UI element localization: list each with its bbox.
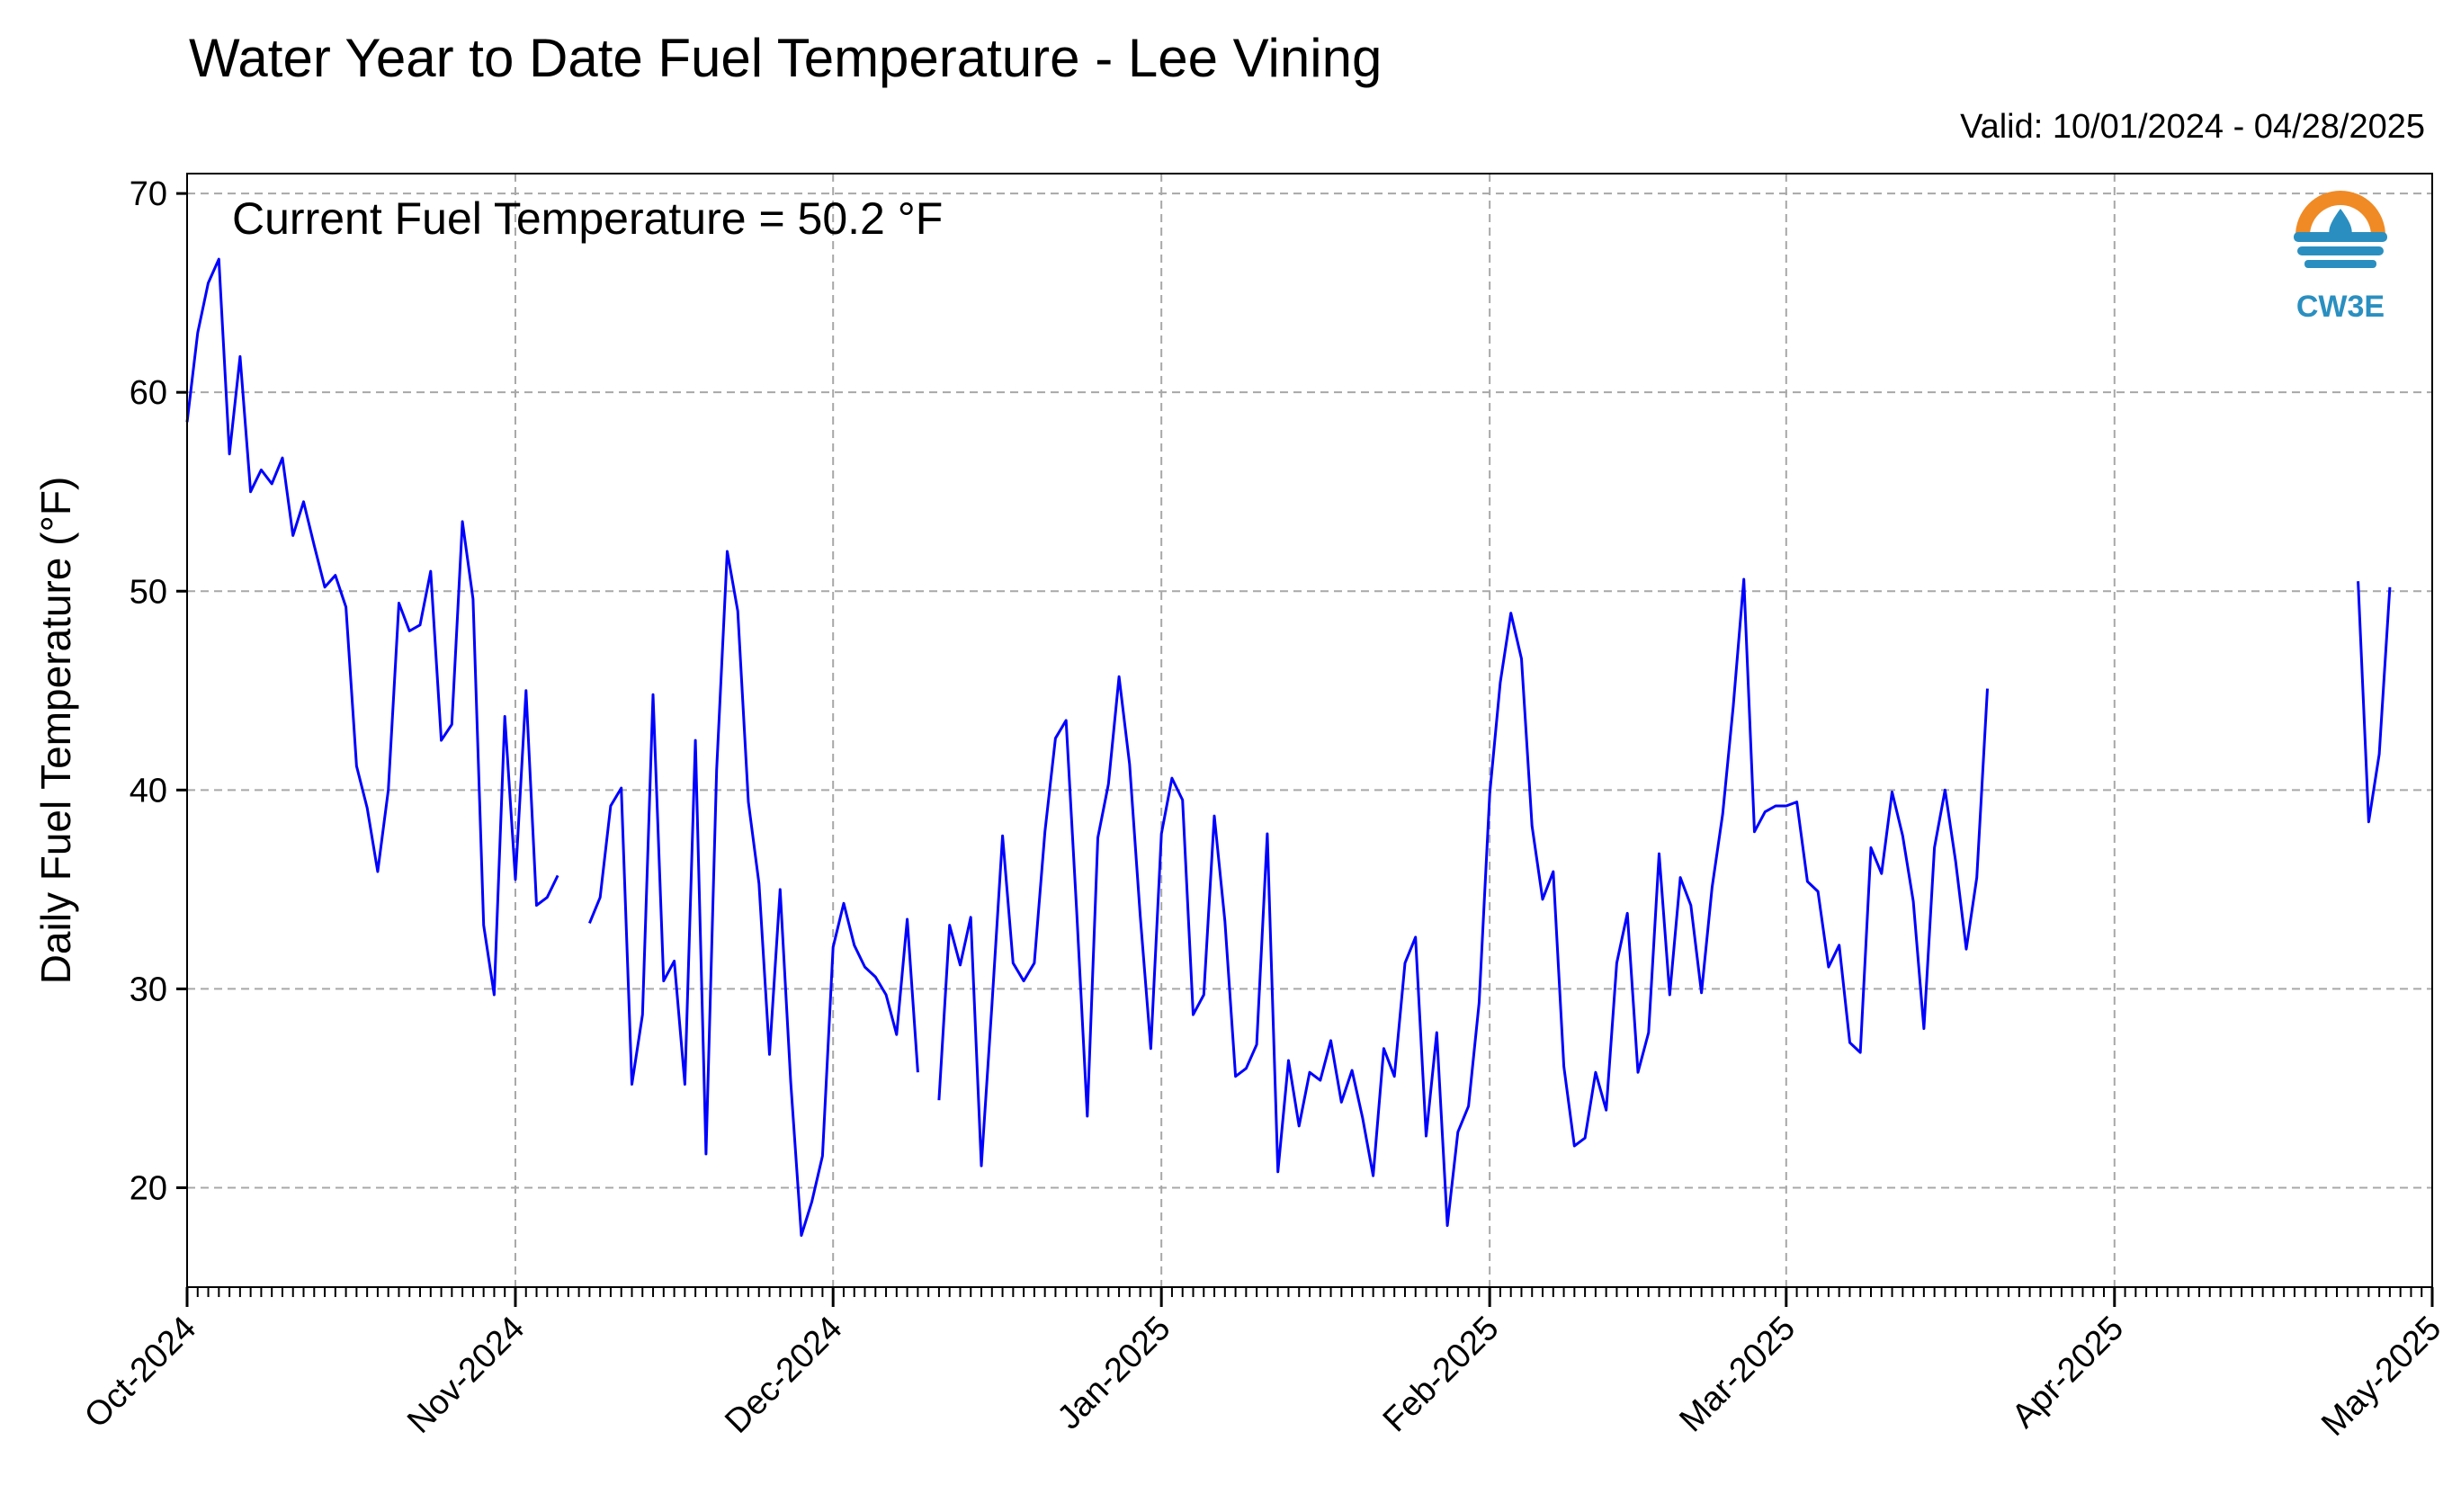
x-tick-label: Nov-2024 <box>400 1310 532 1441</box>
y-tick-label: 50 <box>130 573 167 611</box>
x-tick-label: Feb-2025 <box>1376 1310 1507 1440</box>
x-tick-label: Dec-2024 <box>718 1310 849 1441</box>
cw3e-logo-text: CW3E <box>2296 290 2385 324</box>
x-tick-label: Mar-2025 <box>1672 1310 1803 1440</box>
y-tick-labels: 20 30 40 50 60 70 <box>130 175 167 1207</box>
grid-lines <box>186 174 2433 1287</box>
cw3e-logo-icon <box>2293 191 2388 286</box>
current-temperature-annotation: Current Fuel Temperature = 50.2 °F <box>232 193 943 244</box>
y-tick-label: 20 <box>130 1169 167 1207</box>
series-line <box>588 550 919 1237</box>
x-tick-label: Apr-2025 <box>2005 1310 2131 1436</box>
series-line <box>2357 581 2392 824</box>
cw3e-logo: CW3E <box>2293 191 2388 324</box>
x-tick-labels: Oct-2024 Nov-2024 Dec-2024 Jan-2025 Feb-2025… <box>77 1310 2448 1444</box>
x-tick-label: May-2025 <box>2314 1310 2448 1444</box>
series-layer <box>185 257 2392 1237</box>
chart-title: Water Year to Date Fuel Temperature - Le… <box>189 28 1383 88</box>
y-tick-label: 40 <box>130 772 167 810</box>
y-tick-label: 30 <box>130 971 167 1008</box>
series-line <box>937 577 1989 1227</box>
y-tick-label: 60 <box>130 374 167 412</box>
y-tick-label: 70 <box>130 175 167 213</box>
x-tick-label: Oct-2024 <box>77 1310 203 1436</box>
x-tick-label: Jan-2025 <box>1051 1310 1178 1437</box>
valid-date-range: Valid: 10/01/2024 - 04/28/2025 <box>1960 108 2425 146</box>
series-line <box>185 257 559 997</box>
y-axis-title: Daily Fuel Temperature (°F) <box>32 477 79 985</box>
axis-ticks <box>176 192 2434 1307</box>
